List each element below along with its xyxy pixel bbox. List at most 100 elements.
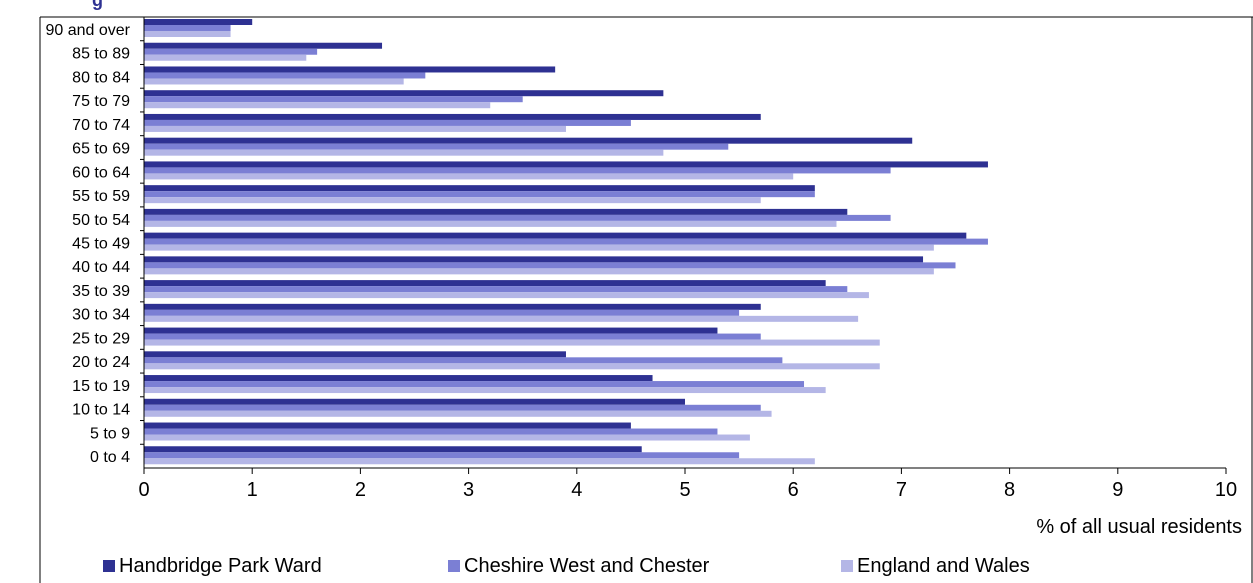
y-tick-label: 35 to 39 xyxy=(72,283,130,300)
x-tick-label: 5 xyxy=(679,479,690,501)
y-tick-label: 45 to 49 xyxy=(72,236,130,253)
x-tick-label: 6 xyxy=(788,479,799,501)
bar xyxy=(144,125,566,132)
bar xyxy=(144,149,664,156)
y-tick-label: 20 to 24 xyxy=(72,354,130,371)
y-tick-label: 90 and over xyxy=(45,22,130,39)
bar xyxy=(144,333,761,340)
x-tick-label: 0 xyxy=(138,479,149,501)
bar xyxy=(144,351,566,358)
bar xyxy=(144,143,729,150)
bar xyxy=(144,327,718,334)
bar xyxy=(144,72,426,79)
bar xyxy=(144,398,685,405)
x-axis-title: % of all usual residents xyxy=(1036,516,1242,538)
bar xyxy=(144,197,761,204)
y-tick-label: 40 to 44 xyxy=(72,259,130,276)
bar xyxy=(144,238,988,245)
y-tick-label: 65 to 69 xyxy=(72,141,130,158)
legend-swatch xyxy=(841,560,853,572)
bar xyxy=(144,42,383,49)
legend-item-cheshire-west-and-chester: Cheshire West and Chester xyxy=(448,552,709,580)
y-tick-label: 85 to 89 xyxy=(72,46,130,63)
bar xyxy=(144,185,815,192)
bar xyxy=(144,422,631,429)
bar xyxy=(144,375,653,382)
bar xyxy=(144,268,934,275)
bar xyxy=(144,90,664,97)
bar xyxy=(144,31,231,37)
y-tick-label: 10 to 14 xyxy=(72,402,130,419)
bar xyxy=(144,66,556,73)
bar xyxy=(144,428,718,435)
bar xyxy=(144,208,848,215)
bar xyxy=(144,363,880,370)
bar xyxy=(144,54,307,61)
bar xyxy=(144,286,848,293)
bar xyxy=(144,78,404,85)
y-tick-label: 55 to 59 xyxy=(72,188,130,205)
bar xyxy=(144,220,837,227)
bar xyxy=(144,434,750,441)
legend-item-england-and-wales: England and Wales xyxy=(841,552,1030,580)
legend-item-handbridge-park-ward: Handbridge Park Ward xyxy=(103,552,322,580)
bar xyxy=(144,161,988,168)
bar xyxy=(144,381,805,388)
bar xyxy=(144,232,967,239)
x-tick-label: 7 xyxy=(896,479,907,501)
bar xyxy=(144,309,740,316)
bar xyxy=(144,458,815,465)
bar xyxy=(144,244,934,251)
legend-label: England and Wales xyxy=(857,554,1030,577)
y-tick-label: 5 to 9 xyxy=(90,425,130,442)
x-tick-label: 8 xyxy=(1004,479,1015,501)
bar xyxy=(144,48,318,55)
x-tick-label: 4 xyxy=(571,479,582,501)
bar xyxy=(144,357,783,364)
bar xyxy=(144,214,891,221)
y-tick-label: 15 to 19 xyxy=(72,378,130,395)
chart-title-partial: g xyxy=(40,0,1253,17)
bar xyxy=(144,339,880,346)
bar xyxy=(144,19,253,25)
bar xyxy=(144,410,772,417)
x-tick-label: 9 xyxy=(1112,479,1123,501)
bar xyxy=(144,262,956,269)
y-tick-label: 50 to 54 xyxy=(72,212,130,229)
y-tick-label: 70 to 74 xyxy=(72,117,130,134)
x-tick-label: 2 xyxy=(355,479,366,501)
bar xyxy=(144,280,826,287)
legend-swatch xyxy=(448,560,460,572)
bar xyxy=(144,113,761,120)
legend-label: Handbridge Park Ward xyxy=(119,554,322,577)
bar xyxy=(144,404,761,411)
bar xyxy=(144,191,815,198)
y-tick-label: 60 to 64 xyxy=(72,164,130,181)
bar xyxy=(144,387,826,394)
x-tick-label: 1 xyxy=(247,479,258,501)
bar xyxy=(144,25,231,31)
bar xyxy=(144,315,859,322)
x-tick-label: 3 xyxy=(463,479,474,501)
x-tick-label: 10 xyxy=(1215,479,1237,501)
legend-swatch xyxy=(103,560,115,572)
y-tick-label: 80 to 84 xyxy=(72,69,130,86)
bar xyxy=(144,167,891,174)
bar xyxy=(144,96,523,103)
bar xyxy=(144,137,913,144)
bar xyxy=(144,303,761,310)
bar xyxy=(144,446,642,453)
y-tick-label: 75 to 79 xyxy=(72,93,130,110)
bar xyxy=(144,173,794,180)
chart-legend: Handbridge Park Ward Cheshire West and C… xyxy=(103,552,1243,580)
y-tick-label: 25 to 29 xyxy=(72,330,130,347)
y-tick-label: 30 to 34 xyxy=(72,307,130,324)
y-tick-label: 0 to 4 xyxy=(90,449,130,466)
chart-title-text: g xyxy=(92,0,103,10)
bar xyxy=(144,292,869,299)
bar xyxy=(144,452,740,459)
bar xyxy=(144,102,491,109)
legend-label: Cheshire West and Chester xyxy=(464,554,710,577)
